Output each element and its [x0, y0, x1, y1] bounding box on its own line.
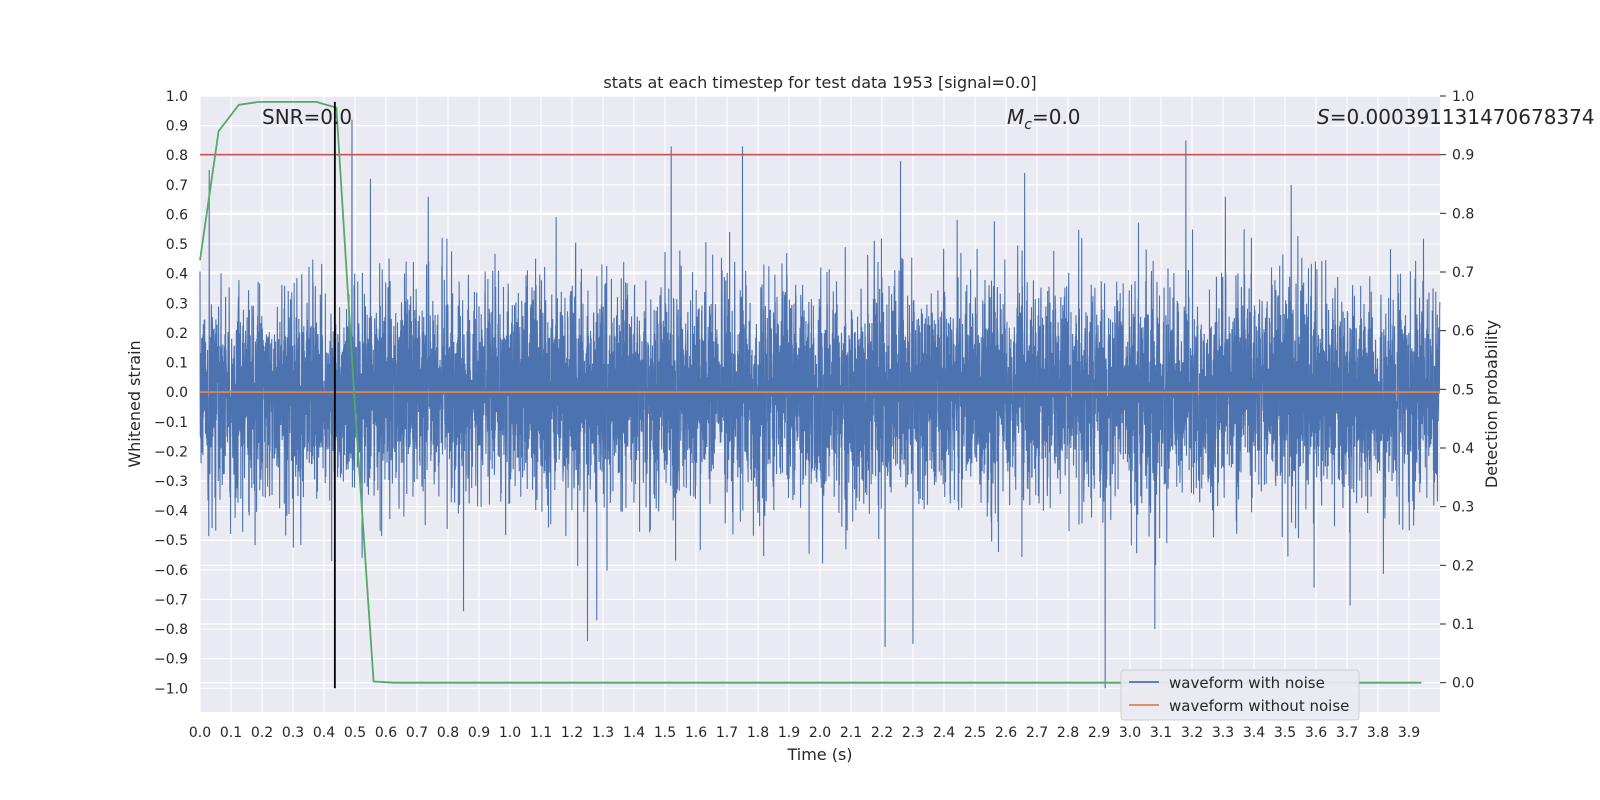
y-tick-label-right: 0.4	[1452, 441, 1474, 457]
x-tick-label: 2.3	[902, 725, 924, 741]
x-tick-label: 0.2	[251, 725, 273, 741]
y-tick-label-left: 0.7	[166, 178, 188, 194]
x-tick-label: 3.7	[1336, 725, 1358, 741]
x-tick-label: 2.2	[871, 725, 893, 741]
x-tick-label: 3.0	[1119, 725, 1141, 741]
x-tick-label: 0.5	[344, 725, 366, 741]
y-tick-label-left: 0.6	[166, 207, 188, 223]
x-tick-label: 1.2	[561, 725, 583, 741]
x-tick-label: 0.3	[282, 725, 304, 741]
x-tick-label: 1.7	[716, 725, 738, 741]
snr-annotation: SNR=0.0	[262, 105, 352, 129]
x-tick-label: 1.0	[499, 725, 521, 741]
x-tick-label: 3.9	[1398, 725, 1420, 741]
y-tick-label-left: 0.8	[166, 148, 188, 164]
y-tick-label-right: 0.5	[1452, 382, 1474, 398]
y-axis-label-right: Detection probability	[1482, 320, 1501, 488]
x-tick-label: 2.8	[1057, 725, 1079, 741]
y-tick-label-right: 0.8	[1452, 206, 1474, 222]
y-tick-label-left: −0.7	[154, 592, 188, 608]
y-tick-label-left: 0.5	[166, 237, 188, 253]
detection-probability-line	[199, 100, 1422, 684]
x-tick-label: 1.5	[654, 725, 676, 741]
y-tick-label-left: −0.2	[154, 444, 188, 460]
y-tick-label-left: 0.1	[166, 356, 188, 372]
y-tick-label-right: 0.6	[1452, 324, 1474, 340]
x-tick-label: 1.9	[778, 725, 800, 741]
s-annotation: S=0.000391131470678374	[1317, 105, 1595, 129]
y-tick-label-right: 0.1	[1452, 617, 1474, 633]
x-tick-label: 1.1	[530, 725, 552, 741]
y-tick-label-left: 0.4	[166, 267, 188, 283]
legend-label-clean: waveform without noise	[1169, 697, 1349, 715]
noise-series	[199, 119, 1441, 689]
overlay-series	[199, 100, 1440, 689]
x-tick-label: 0.8	[437, 725, 459, 741]
y-tick-label-left: −0.9	[154, 652, 188, 668]
chart-title: stats at each timestep for test data 195…	[603, 73, 1036, 92]
y-tick-label-left: −0.3	[154, 474, 188, 490]
y-tick-label-left: −0.6	[154, 563, 188, 579]
x-tick-label: 0.4	[313, 725, 335, 741]
x-tick-label: 0.6	[375, 725, 397, 741]
x-tick-label: 0.7	[406, 725, 428, 741]
x-tick-label: 3.1	[1150, 725, 1172, 741]
x-tick-label: 1.6	[685, 725, 707, 741]
waveform-with-noise-line	[199, 119, 1441, 689]
y-tick-label-right: 0.3	[1452, 500, 1474, 516]
y-tick-label-left: −1.0	[154, 681, 188, 697]
y-tick-label-left: −0.1	[154, 415, 188, 431]
y-tick-label-left: −0.5	[154, 533, 188, 549]
x-tick-label: 0.0	[189, 725, 211, 741]
y-axis-label-left: Whitened strain	[125, 340, 144, 467]
y-tick-label-left: 1.0	[166, 89, 188, 105]
y-tick-label-right: 0.0	[1452, 676, 1474, 692]
x-tick-label: 2.1	[840, 725, 862, 741]
x-tick-label: 2.4	[933, 725, 955, 741]
x-tick-label: 2.0	[809, 725, 831, 741]
y-tick-label-left: 0.2	[166, 326, 188, 342]
legend-box	[1120, 669, 1360, 721]
x-tick-label: 2.5	[964, 725, 986, 741]
y-tick-label-left: −0.8	[154, 622, 188, 638]
x-tick-label: 3.2	[1181, 725, 1203, 741]
y-tick-label-right: 0.2	[1452, 558, 1474, 574]
x-axis-label: Time (s)	[786, 745, 852, 764]
y-tick-label-left: 0.3	[166, 296, 188, 312]
y-tick-label-left: −0.4	[154, 504, 188, 520]
x-tick-label: 1.4	[623, 725, 645, 741]
x-tick-label: 3.4	[1243, 725, 1265, 741]
legend: waveform with noise waveform without noi…	[1120, 669, 1360, 721]
x-tick-label: 3.3	[1212, 725, 1234, 741]
x-tick-label: 2.7	[1026, 725, 1048, 741]
legend-label-noise: waveform with noise	[1169, 674, 1325, 692]
x-tick-label: 3.8	[1367, 725, 1389, 741]
y-tick-label-left: 0.9	[166, 119, 188, 135]
x-tick-label: 3.6	[1305, 725, 1327, 741]
y-tick-label-right: 0.9	[1452, 148, 1474, 164]
x-tick-label: 1.8	[747, 725, 769, 741]
y-tick-label-right: 0.7	[1452, 265, 1474, 281]
x-tick-label: 0.9	[468, 725, 490, 741]
chirp-mass-annotation: Mc=0.0	[1007, 105, 1081, 133]
axes: 0.0 0.1 0.2 0.3 0.4 0.5 0.6 0.7 0.8 0.9 1.0 1.1 1.2 1…	[154, 89, 1474, 741]
y-tick-label-left: 0.0	[166, 385, 188, 401]
x-tick-label: 1.3	[592, 725, 614, 741]
y-tick-label-right: 1.0	[1452, 89, 1474, 105]
x-tick-label: 2.9	[1088, 725, 1110, 741]
x-tick-label: 3.5	[1274, 725, 1296, 741]
x-tick-label: 2.6	[995, 725, 1017, 741]
x-tick-label: 0.1	[220, 725, 242, 741]
